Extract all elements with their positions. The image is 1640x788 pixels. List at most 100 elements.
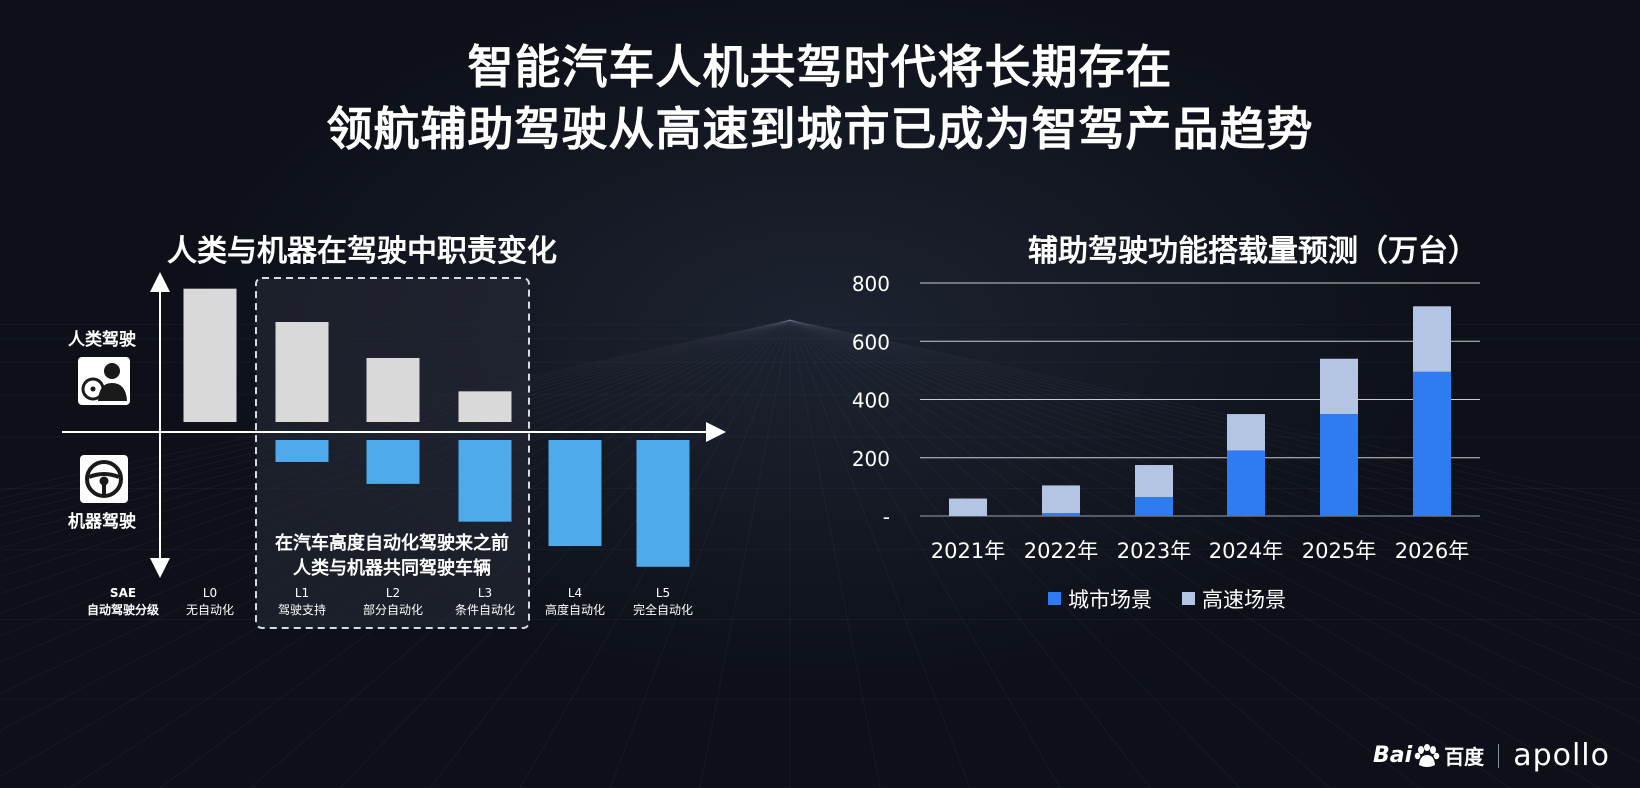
grid-ray: [0, 319, 791, 663]
apollo-logo: apollo: [1513, 738, 1610, 773]
forecast-chart: - 200 400 600 800 2021年 2022年 2023年 2024年 2025年 2…: [852, 272, 1480, 612]
grid-ray: [789, 319, 1061, 788]
y-tick-label: 600: [852, 330, 890, 354]
x-tick-label: 2023年: [1117, 539, 1191, 563]
grid-ray: [789, 319, 1241, 788]
grid-ray: [789, 319, 1640, 661]
baidu-paw-icon: [1414, 743, 1440, 767]
human-bar-l1: [275, 322, 329, 422]
level-label-l5: L5: [656, 586, 670, 600]
x-tick-label: 2022年: [1024, 539, 1098, 563]
city-bar-2022: [1042, 513, 1080, 516]
grid-ray: [789, 319, 1640, 597]
level-label-l4: L4: [568, 586, 582, 600]
grid-ray: [339, 319, 791, 788]
baidu-logo-cn: 百度: [1444, 745, 1485, 769]
legend-swatch-1: [1182, 592, 1195, 605]
grid-ray: [789, 319, 1331, 788]
page-title-line2: 领航辅助驾驶从高速到城市已成为智驾产品趋势: [326, 102, 1314, 156]
level-sublabel-l3: 条件自动化: [455, 603, 515, 617]
human-bar-l0: [183, 288, 237, 422]
grid-ray: [699, 319, 791, 788]
x-tick-label: 2021年: [931, 539, 1005, 563]
human-driver-icon: [78, 357, 130, 405]
grid-ray: [789, 319, 1640, 531]
grid-ray: [609, 319, 791, 788]
logo-separator: [1498, 743, 1500, 768]
level-label-l3: L3: [478, 586, 492, 600]
grid-ray: [789, 319, 1151, 788]
y-tick-label: 400: [852, 389, 890, 413]
level-label-l2: L2: [386, 586, 400, 600]
y-tick-label: 200: [852, 447, 890, 471]
callout-text-line2: 人类与机器共同驾驶车辆: [293, 557, 491, 579]
machine-driving-label: 机器驾驶: [68, 511, 136, 532]
steering-wheel-icon: [80, 455, 128, 503]
sae-grading-label: 自动驾驶分级: [87, 602, 159, 617]
grid-ray: [0, 319, 791, 595]
highway-bar-2021: [949, 498, 987, 516]
grid-ray: [789, 319, 1421, 788]
level-sublabel-l5: 完全自动化: [633, 602, 693, 617]
highway-bar-2022: [1042, 485, 1080, 514]
level-label-l1: L1: [295, 586, 309, 600]
machine-bar-l1: [275, 440, 329, 462]
highway-bar-2023: [1135, 465, 1173, 498]
machine-bar-l2: [366, 440, 420, 484]
grid-ray: [0, 319, 791, 637]
sae-label: SAE: [110, 586, 136, 600]
grid-ray: [789, 319, 971, 788]
legend-swatch-0: [1048, 592, 1061, 605]
grid-ray: [789, 319, 1640, 554]
baidu-logo-text: Bai: [1373, 743, 1413, 768]
y-tick-label: -: [883, 505, 890, 529]
legend-label-0: 城市场景: [1068, 588, 1152, 612]
city-bar-2025: [1320, 414, 1358, 516]
machine-bar-l3: [458, 440, 512, 522]
city-bar-2024: [1227, 450, 1265, 516]
level-sublabel-l2: 部分自动化: [363, 602, 423, 617]
machine-bar-l4: [548, 440, 602, 547]
x-tick-label: 2024年: [1209, 539, 1283, 563]
city-bar-2023: [1135, 497, 1173, 516]
grid-ray: [789, 319, 1640, 542]
grid-ray: [789, 319, 1601, 788]
grid-ray: [789, 319, 1640, 637]
grid-ray: [0, 319, 791, 563]
callout-text-line1: 在汽车高度自动化驾驶来之前: [275, 532, 509, 554]
grid-ray: [789, 319, 1640, 513]
legend-label-1: 高速场景: [1202, 588, 1286, 612]
x-tick-label: 2025年: [1302, 539, 1376, 563]
grid-ray: [789, 319, 881, 788]
human-bar-l3: [458, 391, 512, 422]
grid-ray: [789, 319, 1640, 763]
human-bar-l2: [366, 358, 420, 422]
city-bar-2026: [1413, 371, 1451, 516]
level-label-l0: L0: [203, 586, 217, 600]
grid-ray: [789, 319, 1640, 522]
highway-bar-2024: [1227, 414, 1265, 451]
x-tick-label: 2026年: [1395, 539, 1469, 563]
grid-ray: [789, 319, 1640, 505]
left-chart-subtitle: 人类与机器在驾驶中职责变化: [167, 234, 557, 269]
grid-ray: [789, 319, 1640, 616]
right-chart-subtitle: 辅助驾驶功能搭载量预测（万台）: [1028, 234, 1478, 269]
y-tick-label: 800: [852, 272, 890, 296]
grid-ray: [0, 319, 791, 578]
grid-ray: [789, 319, 1511, 788]
machine-bar-l5: [636, 440, 690, 567]
human-driving-label: 人类驾驶: [68, 329, 136, 350]
grid-ray: [789, 319, 1640, 689]
level-sublabel-l4: 高度自动化: [545, 602, 605, 617]
level-sublabel-l1: 驾驶支持: [278, 602, 326, 617]
grid-ray: [789, 319, 1640, 581]
grid-ray: [429, 319, 791, 788]
highway-bar-2026: [1413, 306, 1451, 372]
page-title-line1: 智能汽车人机共驾时代将长期存在: [467, 40, 1173, 94]
highway-bar-2025: [1320, 358, 1358, 415]
responsibility-chart: L0 无自动化 L1 驾驶支持 L2 部分自动化 L3 条件自动化 L4 高度自动化 L5 完全自动化…: [62, 272, 726, 629]
grid-ray: [789, 319, 1640, 723]
grid-ray: [789, 319, 1640, 567]
level-sublabel-l0: 无自动化: [186, 603, 234, 617]
